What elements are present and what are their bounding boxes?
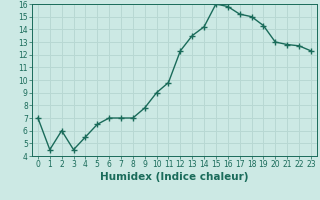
X-axis label: Humidex (Indice chaleur): Humidex (Indice chaleur) [100,172,249,182]
